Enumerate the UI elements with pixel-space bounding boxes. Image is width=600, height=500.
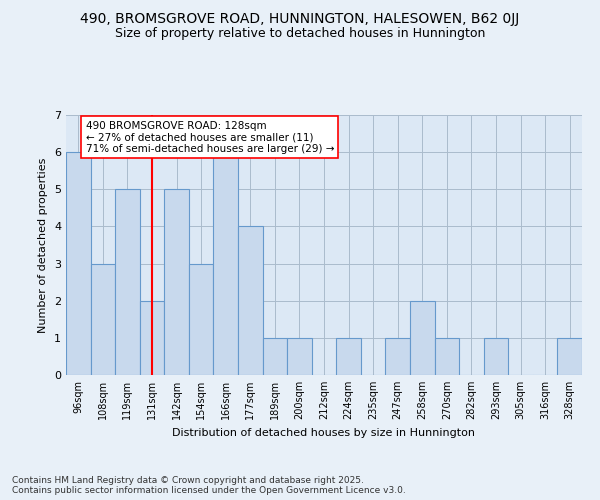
X-axis label: Distribution of detached houses by size in Hunnington: Distribution of detached houses by size …	[173, 428, 476, 438]
Bar	[263, 338, 287, 375]
Bar	[189, 264, 214, 375]
Text: Size of property relative to detached houses in Hunnington: Size of property relative to detached ho…	[115, 28, 485, 40]
Bar	[66, 152, 91, 375]
Bar	[385, 338, 410, 375]
Bar	[434, 338, 459, 375]
Bar	[238, 226, 263, 375]
Bar	[214, 152, 238, 375]
Bar	[287, 338, 312, 375]
Text: 490, BROMSGROVE ROAD, HUNNINGTON, HALESOWEN, B62 0JJ: 490, BROMSGROVE ROAD, HUNNINGTON, HALESO…	[80, 12, 520, 26]
Bar	[557, 338, 582, 375]
Bar	[336, 338, 361, 375]
Bar	[164, 190, 189, 375]
Text: Contains HM Land Registry data © Crown copyright and database right 2025.
Contai: Contains HM Land Registry data © Crown c…	[12, 476, 406, 495]
Text: 490 BROMSGROVE ROAD: 128sqm
← 27% of detached houses are smaller (11)
71% of sem: 490 BROMSGROVE ROAD: 128sqm ← 27% of det…	[86, 120, 334, 154]
Bar	[484, 338, 508, 375]
Bar	[140, 300, 164, 375]
Y-axis label: Number of detached properties: Number of detached properties	[38, 158, 49, 332]
Bar	[115, 190, 140, 375]
Bar	[91, 264, 115, 375]
Bar	[410, 300, 434, 375]
